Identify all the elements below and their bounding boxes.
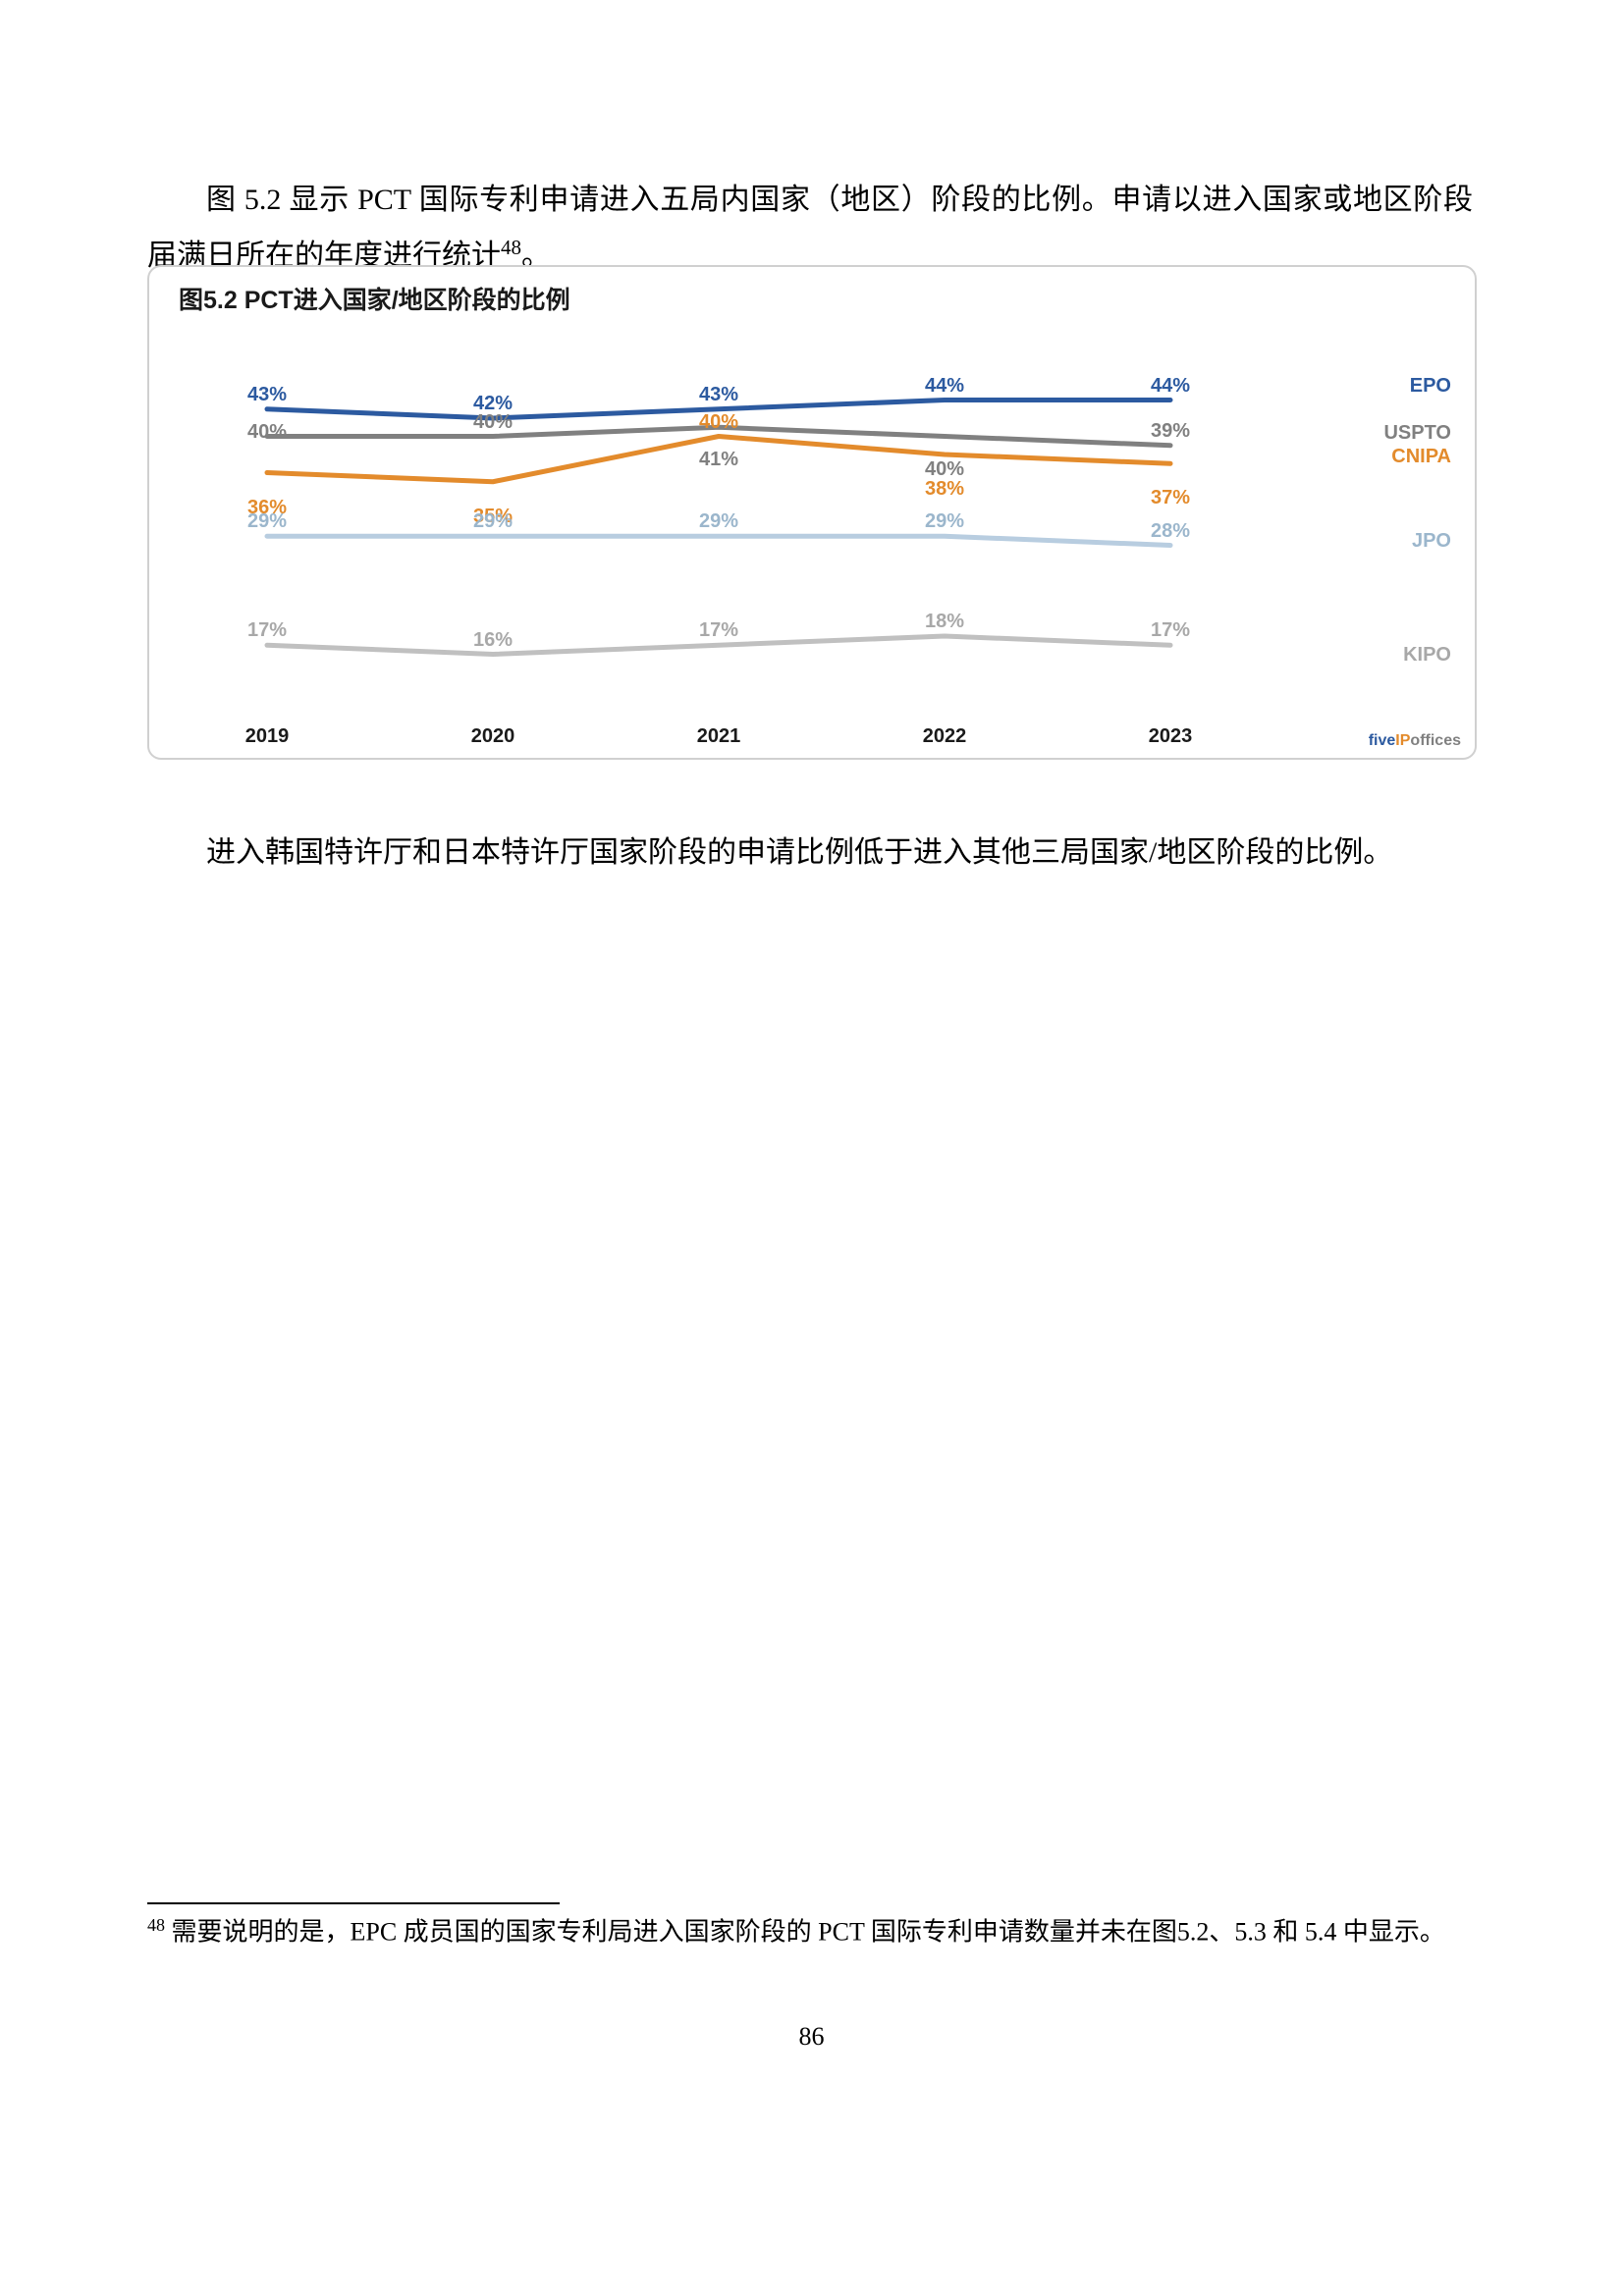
footnote-ref: 48	[501, 236, 521, 259]
intro-text: 图 5.2 显示 PCT 国际专利申请进入五局内国家（地区）阶段的比例。申请以进…	[147, 184, 1473, 272]
second-paragraph: 进入韩国特许厅和日本特许厅国家阶段的申请比例低于进入其他三局国家/地区阶段的比例…	[147, 825, 1473, 881]
page: 图 5.2 显示 PCT 国际专利申请进入五局内国家（地区）阶段的比例。申请以进…	[0, 0, 1623, 2296]
legend-label-cnipa: CNIPA	[1391, 446, 1451, 468]
legend-label-kipo: KIPO	[1403, 644, 1451, 667]
chart-figure-5-2: 图5.2 PCT进入国家/地区阶段的比例 2019202020212022202…	[147, 265, 1477, 760]
value-label-kipo: 17%	[247, 619, 287, 642]
logo-five: five	[1369, 732, 1396, 749]
legend-label-uspto: USPTO	[1383, 422, 1451, 445]
footnote-marker: 48	[147, 1915, 165, 1935]
value-label-jpo: 28%	[1151, 520, 1190, 543]
five-ip-offices-logo: fiveIPoffices	[1369, 732, 1461, 750]
logo-offices: offices	[1410, 732, 1461, 749]
legend-label-epo: EPO	[1410, 375, 1451, 398]
value-label-jpo: 29%	[473, 510, 513, 533]
x-axis-label: 2023	[1149, 725, 1193, 748]
value-label-cnipa: 40%	[699, 411, 738, 434]
line-jpo	[267, 536, 1170, 545]
value-label-kipo: 17%	[1151, 619, 1190, 642]
x-axis-label: 2021	[697, 725, 741, 748]
value-label-kipo: 17%	[699, 619, 738, 642]
value-label-epo: 43%	[247, 384, 287, 406]
footnote-rule	[147, 1902, 560, 1904]
logo-ip: IP	[1395, 732, 1410, 749]
x-axis-label: 2022	[923, 725, 967, 748]
legend-label-jpo: JPO	[1412, 530, 1451, 553]
footnote-text: 需要说明的是，EPC 成员国的国家专利局进入国家阶段的 PCT 国际专利申请数量…	[165, 1918, 1445, 1947]
value-label-kipo: 16%	[473, 629, 513, 652]
value-label-jpo: 29%	[247, 510, 287, 533]
x-axis-label: 2020	[471, 725, 515, 748]
value-label-epo: 44%	[1151, 375, 1190, 398]
page-number: 86	[0, 2022, 1623, 2052]
value-label-uspto: 39%	[1151, 420, 1190, 443]
value-label-cnipa: 37%	[1151, 487, 1190, 509]
value-label-uspto: 40%	[247, 421, 287, 444]
value-label-uspto: 40%	[473, 411, 513, 434]
value-label-uspto: 41%	[699, 449, 738, 471]
value-label-cnipa: 38%	[925, 478, 964, 501]
footnote: 48 需要说明的是，EPC 成员国的国家专利局进入国家阶段的 PCT 国际专利申…	[147, 1912, 1473, 1952]
value-label-jpo: 29%	[699, 510, 738, 533]
x-axis-label: 2019	[245, 725, 290, 748]
value-label-epo: 43%	[699, 384, 738, 406]
chart-plot	[149, 267, 1475, 758]
value-label-kipo: 18%	[925, 611, 964, 633]
value-label-jpo: 29%	[925, 510, 964, 533]
value-label-epo: 44%	[925, 375, 964, 398]
